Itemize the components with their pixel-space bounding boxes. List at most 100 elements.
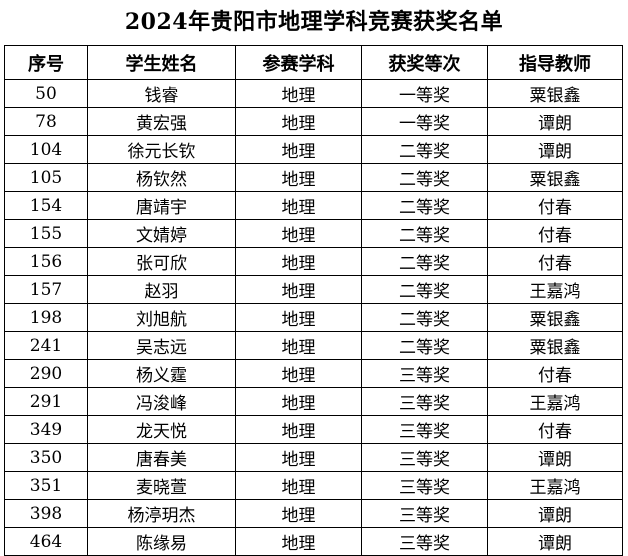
table-row: 351 麦晓萱 地理 三等奖 王嘉鸿 xyxy=(4,471,623,500)
cell-student-name: 唐靖宇 xyxy=(87,191,236,220)
cell-instructor: 王嘉鸿 xyxy=(487,275,623,304)
cell-subject: 地理 xyxy=(235,191,362,220)
cell-serial-number: 290 xyxy=(4,359,88,388)
cell-student-name: 文婧婷 xyxy=(87,219,236,248)
cell-award-level: 二等奖 xyxy=(361,247,488,276)
table-row: 78 黄宏强 地理 一等奖 谭朗 xyxy=(4,107,623,136)
award-table: 序号 学生姓名 参赛学科 获奖等次 指导教师 50 钱睿 地理 一等奖 粟银鑫 78 黄宏强… xyxy=(4,45,623,556)
cell-serial-number: 198 xyxy=(4,303,88,332)
cell-instructor: 谭朗 xyxy=(487,107,623,136)
cell-award-level: 三等奖 xyxy=(361,443,488,472)
table-row: 349 龙天悦 地理 三等奖 付春 xyxy=(4,415,623,444)
cell-instructor: 王嘉鸿 xyxy=(487,471,623,500)
cell-subject: 地理 xyxy=(235,303,362,332)
cell-instructor: 谭朗 xyxy=(487,499,623,528)
cell-instructor: 粟银鑫 xyxy=(487,163,623,192)
cell-instructor: 付春 xyxy=(487,359,623,388)
cell-subject: 地理 xyxy=(235,359,362,388)
cell-award-level: 二等奖 xyxy=(361,219,488,248)
cell-award-level: 二等奖 xyxy=(361,163,488,192)
cell-award-level: 一等奖 xyxy=(361,79,488,108)
award-table-container: 序号 学生姓名 参赛学科 获奖等次 指导教师 50 钱睿 地理 一等奖 粟银鑫 78 黄宏强… xyxy=(4,45,623,556)
cell-instructor: 付春 xyxy=(487,219,623,248)
table-row: 104 徐元长钦 地理 二等奖 谭朗 xyxy=(4,135,623,164)
table-row: 105 杨钦然 地理 二等奖 粟银鑫 xyxy=(4,163,623,192)
cell-subject: 地理 xyxy=(235,387,362,416)
cell-award-level: 二等奖 xyxy=(361,191,488,220)
cell-subject: 地理 xyxy=(235,247,362,276)
table-row: 50 钱睿 地理 一等奖 粟银鑫 xyxy=(4,79,623,108)
page-title: 2024年贵阳市地理学科竞赛获奖名单 xyxy=(124,9,504,35)
cell-serial-number: 291 xyxy=(4,387,88,416)
cell-serial-number: 154 xyxy=(4,191,88,220)
cell-award-level: 二等奖 xyxy=(361,331,488,360)
cell-subject: 地理 xyxy=(235,443,362,472)
table-row: 241 吴志远 地理 二等奖 粟银鑫 xyxy=(4,331,623,360)
cell-serial-number: 351 xyxy=(4,471,88,500)
cell-serial-number: 398 xyxy=(4,499,88,528)
cell-student-name: 陈缘易 xyxy=(87,527,236,556)
cell-student-name: 徐元长钦 xyxy=(87,135,236,164)
cell-instructor: 付春 xyxy=(487,247,623,276)
cell-instructor: 付春 xyxy=(487,415,623,444)
cell-student-name: 杨渟玥杰 xyxy=(87,499,236,528)
cell-serial-number: 78 xyxy=(4,107,88,136)
cell-serial-number: 105 xyxy=(4,163,88,192)
cell-student-name: 吴志远 xyxy=(87,331,236,360)
cell-subject: 地理 xyxy=(235,471,362,500)
table-row: 290 杨义霆 地理 三等奖 付春 xyxy=(4,359,623,388)
cell-student-name: 唐春美 xyxy=(87,443,236,472)
cell-instructor: 粟银鑫 xyxy=(487,331,623,360)
cell-instructor: 付春 xyxy=(487,191,623,220)
cell-instructor: 粟银鑫 xyxy=(487,303,623,332)
cell-student-name: 杨钦然 xyxy=(87,163,236,192)
cell-subject: 地理 xyxy=(235,275,362,304)
header-student-name: 学生姓名 xyxy=(87,45,236,80)
cell-serial-number: 50 xyxy=(4,79,88,108)
table-body: 50 钱睿 地理 一等奖 粟银鑫 78 黄宏强 地理 一等奖 谭朗 104 徐元长钦 地理 二等奖 谭朗 10… xyxy=(4,79,623,556)
cell-subject: 地理 xyxy=(235,527,362,556)
table-row: 464 陈缘易 地理 三等奖 谭朗 xyxy=(4,527,623,556)
cell-subject: 地理 xyxy=(235,331,362,360)
table-row: 398 杨渟玥杰 地理 三等奖 谭朗 xyxy=(4,499,623,528)
cell-award-level: 三等奖 xyxy=(361,415,488,444)
cell-student-name: 赵羽 xyxy=(87,275,236,304)
cell-serial-number: 464 xyxy=(4,527,88,556)
cell-award-level: 三等奖 xyxy=(361,387,488,416)
cell-award-level: 三等奖 xyxy=(361,471,488,500)
cell-award-level: 二等奖 xyxy=(361,275,488,304)
cell-subject: 地理 xyxy=(235,415,362,444)
cell-student-name: 龙天悦 xyxy=(87,415,236,444)
table-row: 154 唐靖宇 地理 二等奖 付春 xyxy=(4,191,623,220)
cell-student-name: 杨义霆 xyxy=(87,359,236,388)
cell-student-name: 黄宏强 xyxy=(87,107,236,136)
cell-student-name: 冯浚峰 xyxy=(87,387,236,416)
cell-instructor: 谭朗 xyxy=(487,135,623,164)
cell-student-name: 钱睿 xyxy=(87,79,236,108)
table-row: 198 刘旭航 地理 二等奖 粟银鑫 xyxy=(4,303,623,332)
header-instructor: 指导教师 xyxy=(487,45,623,80)
cell-serial-number: 156 xyxy=(4,247,88,276)
cell-serial-number: 241 xyxy=(4,331,88,360)
table-row: 157 赵羽 地理 二等奖 王嘉鸿 xyxy=(4,275,623,304)
cell-subject: 地理 xyxy=(235,163,362,192)
cell-award-level: 三等奖 xyxy=(361,527,488,556)
cell-award-level: 二等奖 xyxy=(361,135,488,164)
cell-serial-number: 350 xyxy=(4,443,88,472)
table-row: 155 文婧婷 地理 二等奖 付春 xyxy=(4,219,623,248)
cell-subject: 地理 xyxy=(235,107,362,136)
cell-subject: 地理 xyxy=(235,219,362,248)
table-row: 156 张可欣 地理 二等奖 付春 xyxy=(4,247,623,276)
cell-serial-number: 155 xyxy=(4,219,88,248)
cell-serial-number: 157 xyxy=(4,275,88,304)
cell-award-level: 一等奖 xyxy=(361,107,488,136)
table-header-row: 序号 学生姓名 参赛学科 获奖等次 指导教师 xyxy=(4,45,623,80)
cell-instructor: 王嘉鸿 xyxy=(487,387,623,416)
cell-award-level: 二等奖 xyxy=(361,303,488,332)
cell-instructor: 谭朗 xyxy=(487,527,623,556)
table-row: 291 冯浚峰 地理 三等奖 王嘉鸿 xyxy=(4,387,623,416)
cell-student-name: 麦晓萱 xyxy=(87,471,236,500)
cell-serial-number: 349 xyxy=(4,415,88,444)
cell-award-level: 三等奖 xyxy=(361,359,488,388)
cell-subject: 地理 xyxy=(235,135,362,164)
